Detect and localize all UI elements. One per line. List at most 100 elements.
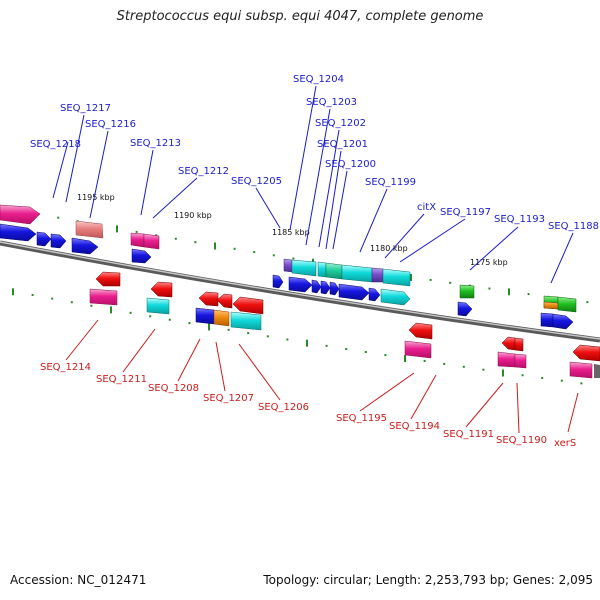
gene-cyan-a13[interactable] bbox=[380, 288, 411, 306]
label-seq-1202[interactable]: SEQ_1202 bbox=[315, 118, 366, 129]
gene-blue-a9[interactable] bbox=[320, 280, 331, 295]
gene-gray-end[interactable] bbox=[594, 364, 600, 378]
label-seq-1191[interactable]: SEQ_1191 bbox=[443, 429, 494, 440]
gene-blue-a10[interactable] bbox=[329, 281, 340, 296]
scale-tick bbox=[116, 225, 118, 233]
gene-blue-a11[interactable] bbox=[338, 283, 370, 301]
scale-tick bbox=[129, 311, 132, 314]
gene-cyan-1197[interactable] bbox=[382, 268, 411, 287]
scale-tick bbox=[168, 318, 171, 321]
gene-red-b9[interactable] bbox=[572, 344, 600, 362]
gene-red-b8[interactable] bbox=[514, 337, 524, 352]
label-seq-1201[interactable]: SEQ_1201 bbox=[317, 139, 368, 150]
genome-title: Streptococcus equi subsp. equi 4047, com… bbox=[116, 9, 484, 24]
gene-blue-a3[interactable] bbox=[50, 233, 67, 249]
leader-1194 bbox=[410, 374, 437, 420]
label-xers[interactable]: xerS bbox=[554, 438, 576, 449]
gene-magenta-1213a[interactable] bbox=[130, 232, 145, 248]
label-seq-1213[interactable]: SEQ_1213 bbox=[130, 138, 181, 149]
gene-blue-a16[interactable] bbox=[552, 313, 574, 330]
label-seq-1204[interactable]: SEQ_1204 bbox=[293, 74, 344, 85]
gene-purple-1205[interactable] bbox=[283, 258, 293, 273]
label-seq-1199[interactable]: SEQ_1199 bbox=[365, 177, 416, 188]
gene-blue-a1[interactable] bbox=[0, 223, 37, 242]
leader-citx bbox=[384, 213, 425, 259]
gene-cyan-1200[interactable] bbox=[341, 264, 373, 283]
bottom-labels: SEQ_1214 SEQ_1211 SEQ_1208 SEQ_1207 SEQ_… bbox=[40, 362, 576, 449]
label-seq-1200[interactable]: SEQ_1200 bbox=[325, 159, 376, 170]
gene-cyan-1204[interactable] bbox=[291, 259, 317, 277]
label-citx[interactable]: citX bbox=[417, 202, 436, 213]
scale-label-1190: 1190 kbp bbox=[174, 211, 212, 220]
scale-tick bbox=[174, 237, 177, 240]
scale-tick bbox=[423, 360, 426, 363]
label-seq-1193[interactable]: SEQ_1193 bbox=[494, 214, 545, 225]
gene-magenta-1191[interactable] bbox=[497, 351, 516, 368]
gene-red-b2[interactable] bbox=[150, 281, 173, 298]
label-seq-1212[interactable]: SEQ_1212 bbox=[178, 166, 229, 177]
scale-tick bbox=[135, 230, 138, 233]
leader-1218 bbox=[52, 141, 69, 199]
gene-magenta-1190[interactable] bbox=[514, 353, 527, 369]
gene-green-1188b[interactable] bbox=[557, 296, 577, 313]
gene-magenta-1218[interactable] bbox=[0, 204, 41, 225]
gene-red-b3[interactable] bbox=[198, 291, 219, 307]
gene-blue-a7[interactable] bbox=[288, 276, 313, 293]
gene-blue-a15[interactable] bbox=[540, 312, 554, 328]
gene-magenta-1214[interactable] bbox=[89, 288, 118, 306]
gene-red-b5[interactable] bbox=[232, 296, 264, 315]
top-leader-lines bbox=[52, 85, 574, 284]
leader-1191 bbox=[465, 382, 504, 428]
scale-tick bbox=[194, 241, 197, 244]
label-seq-1195[interactable]: SEQ_1195 bbox=[336, 413, 387, 424]
scale-label-1175: 1175 kbp bbox=[470, 258, 508, 267]
gene-blue-a6[interactable] bbox=[272, 274, 284, 289]
label-seq-1203[interactable]: SEQ_1203 bbox=[306, 97, 357, 108]
gene-blue-a8[interactable] bbox=[311, 279, 322, 294]
gene-red-b6[interactable] bbox=[408, 322, 433, 340]
leader-xers bbox=[567, 392, 579, 433]
leader-1212 bbox=[152, 177, 198, 219]
gene-magenta-1195[interactable] bbox=[404, 340, 432, 359]
leader-1211 bbox=[122, 328, 156, 373]
gene-cyan-1203[interactable] bbox=[317, 261, 327, 278]
gene-blue-a2[interactable] bbox=[36, 231, 52, 247]
gene-magenta-xers[interactable] bbox=[569, 361, 593, 379]
gene-red-b4[interactable] bbox=[216, 293, 233, 309]
label-seq-1188[interactable]: SEQ_1188 bbox=[548, 221, 599, 232]
scale-tick bbox=[443, 362, 446, 365]
gene-blue-1208[interactable] bbox=[195, 307, 215, 325]
gene-green-1193[interactable] bbox=[459, 284, 475, 299]
label-seq-1208[interactable]: SEQ_1208 bbox=[148, 383, 199, 394]
label-seq-1216[interactable]: SEQ_1216 bbox=[85, 119, 136, 130]
gene-magenta-1213b[interactable] bbox=[143, 233, 160, 250]
label-seq-1190[interactable]: SEQ_1190 bbox=[496, 435, 547, 446]
label-seq-1205[interactable]: SEQ_1205 bbox=[231, 176, 282, 187]
gene-salmon-1217[interactable] bbox=[75, 220, 104, 239]
label-seq-1197[interactable]: SEQ_1197 bbox=[440, 207, 491, 218]
gene-cyan-1206[interactable] bbox=[230, 311, 262, 331]
gene-blue-a12[interactable] bbox=[368, 287, 381, 302]
label-seq-1211[interactable]: SEQ_1211 bbox=[96, 374, 147, 385]
label-seq-1217[interactable]: SEQ_1217 bbox=[60, 103, 111, 114]
scale-tick bbox=[247, 332, 250, 335]
scale-tick bbox=[541, 376, 544, 379]
leader-1207 bbox=[215, 341, 226, 392]
label-seq-1214[interactable]: SEQ_1214 bbox=[40, 362, 91, 373]
gene-blue-a5[interactable] bbox=[131, 248, 152, 264]
gene-blue-a4[interactable] bbox=[71, 237, 99, 255]
gene-red-b1[interactable] bbox=[95, 271, 121, 287]
gene-cyan-1211[interactable] bbox=[146, 297, 170, 315]
gene-orange-1207[interactable] bbox=[213, 309, 230, 327]
gene-orange-1188[interactable] bbox=[543, 301, 559, 310]
label-seq-1194[interactable]: SEQ_1194 bbox=[389, 421, 440, 432]
bottom-inner-genes bbox=[95, 271, 600, 362]
label-seq-1207[interactable]: SEQ_1207 bbox=[203, 393, 254, 404]
gene-purple-citx[interactable] bbox=[371, 267, 384, 283]
gene-blue-a14[interactable] bbox=[457, 301, 473, 317]
label-seq-1218[interactable]: SEQ_1218 bbox=[30, 139, 81, 150]
gene-teal-1202[interactable] bbox=[325, 262, 343, 280]
label-seq-1206[interactable]: SEQ_1206 bbox=[258, 402, 309, 413]
gene-red-b7[interactable] bbox=[501, 336, 516, 351]
